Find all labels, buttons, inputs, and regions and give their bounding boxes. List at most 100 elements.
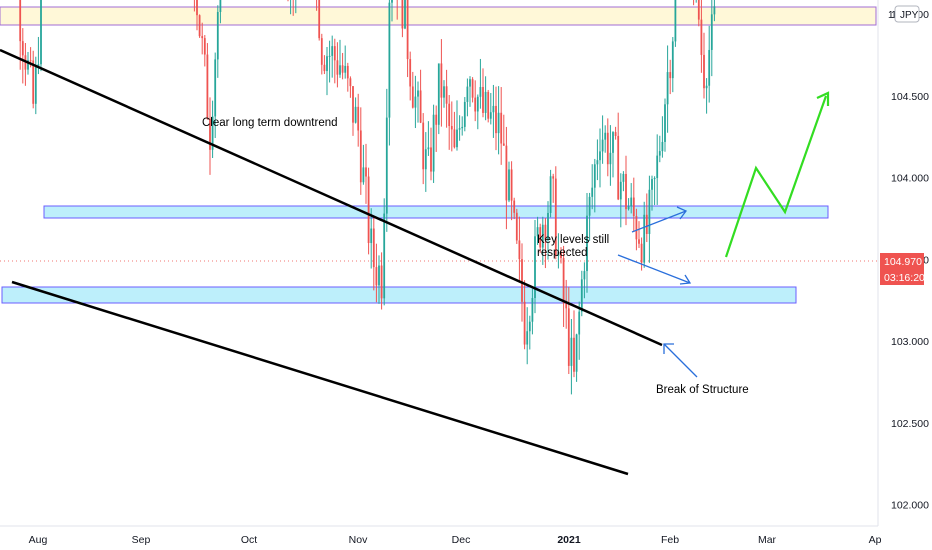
candle-body — [495, 105, 497, 134]
candle-body — [664, 104, 666, 142]
candle-body — [531, 298, 534, 322]
candle-body — [547, 212, 549, 241]
candle-body — [645, 214, 648, 234]
candle-body — [596, 160, 599, 165]
candle-body — [573, 337, 575, 372]
price-tick-label: 102.500 — [891, 418, 929, 430]
candle-body — [515, 212, 518, 241]
candle-body — [549, 176, 552, 213]
candle-body — [424, 149, 427, 170]
candlestick-series — [19, 0, 716, 395]
candle-body — [216, 11, 219, 60]
candle-body — [625, 173, 627, 210]
candle-body — [669, 72, 672, 79]
candle-body — [40, 0, 42, 65]
candle-body — [318, 0, 321, 39]
candle-body — [523, 301, 526, 345]
time-tick-label: Ap — [869, 534, 882, 546]
candle-body — [463, 101, 466, 127]
svg-text:1(: 1( — [888, 10, 898, 21]
candle-body — [674, 0, 677, 42]
candle-body — [437, 63, 440, 125]
candle-body — [534, 236, 536, 299]
candle-body — [627, 206, 630, 210]
candle-body — [617, 135, 620, 200]
upper-trendline — [0, 48, 663, 347]
candle-body — [388, 2, 391, 118]
candle-body — [331, 46, 334, 56]
candle-body — [601, 139, 604, 152]
price-tick-label: 104.500 — [891, 91, 929, 103]
candle-body — [27, 60, 29, 70]
currency-badge[interactable]: 1( JPY — [888, 5, 920, 23]
candle-body — [211, 116, 214, 150]
arrow-to-support — [617, 254, 692, 285]
candle-body — [544, 224, 547, 241]
candle-body — [622, 173, 625, 182]
candle-body — [404, 0, 406, 29]
candle-body — [528, 321, 531, 332]
candle-body — [445, 86, 448, 104]
time-tick-label: Mar — [758, 534, 777, 546]
candle-body — [474, 97, 477, 112]
candle-body — [482, 87, 484, 113]
upper-resistance-zone — [43, 205, 829, 219]
candle-body — [492, 105, 495, 113]
candle-body — [219, 0, 222, 12]
candle-body — [372, 228, 375, 268]
candle-body — [339, 65, 341, 75]
candle-body — [406, 0, 409, 60]
candle-body — [370, 228, 373, 244]
candle-body — [536, 227, 539, 237]
candle-body — [630, 197, 633, 207]
annotation-key-levels-line2: respected — [537, 247, 588, 259]
candle-body — [487, 91, 490, 119]
candle-body — [552, 176, 555, 179]
candle-body — [580, 279, 583, 312]
annotation-break-of-structure: Break of Structure — [656, 384, 749, 396]
candle-body — [619, 181, 622, 200]
candle-body — [648, 189, 651, 234]
candle-body — [385, 117, 388, 214]
candle-body — [476, 96, 479, 112]
annotation-key-levels-line1: Key levels still — [537, 234, 609, 246]
projection-arrowhead — [816, 91, 830, 106]
candle-body — [365, 167, 367, 177]
currency-label: JPY — [900, 10, 919, 21]
candle-body — [614, 132, 617, 136]
candle-body — [417, 90, 419, 97]
time-tick-label: 2021 — [557, 534, 581, 546]
candle-body — [326, 56, 328, 72]
candle-body — [336, 60, 339, 75]
candle-body — [448, 103, 451, 127]
candle-body — [341, 65, 344, 73]
candle-body — [344, 65, 347, 73]
candle-body — [640, 243, 643, 263]
candle-body — [632, 197, 635, 216]
candle-body — [201, 36, 204, 39]
candle-body — [697, 0, 700, 20]
candle-body — [606, 132, 609, 165]
time-axis[interactable]: Aug Sep Oct Nov Dec 2021 Feb Mar Ap — [29, 534, 882, 546]
time-tick-label: Feb — [661, 534, 679, 546]
candle-body — [346, 65, 349, 79]
candle-body — [500, 112, 503, 144]
candle-body — [521, 259, 523, 302]
candle-body — [378, 265, 380, 286]
candle-body — [354, 106, 357, 123]
candle-body — [359, 130, 362, 183]
candle-body — [456, 129, 458, 148]
lower-trendline — [11, 280, 629, 476]
candle-body — [409, 59, 412, 87]
candle-body — [505, 145, 508, 201]
candle-body — [560, 252, 562, 259]
candle-body — [362, 167, 365, 183]
candle-body — [705, 85, 708, 89]
candle-body — [710, 14, 713, 50]
time-tick-label: Oct — [241, 534, 257, 546]
candle-body — [593, 164, 596, 188]
candle-body — [32, 60, 35, 104]
price-tick-label: 102.000 — [891, 500, 929, 512]
price-tick-label: 104.000 — [891, 173, 929, 185]
